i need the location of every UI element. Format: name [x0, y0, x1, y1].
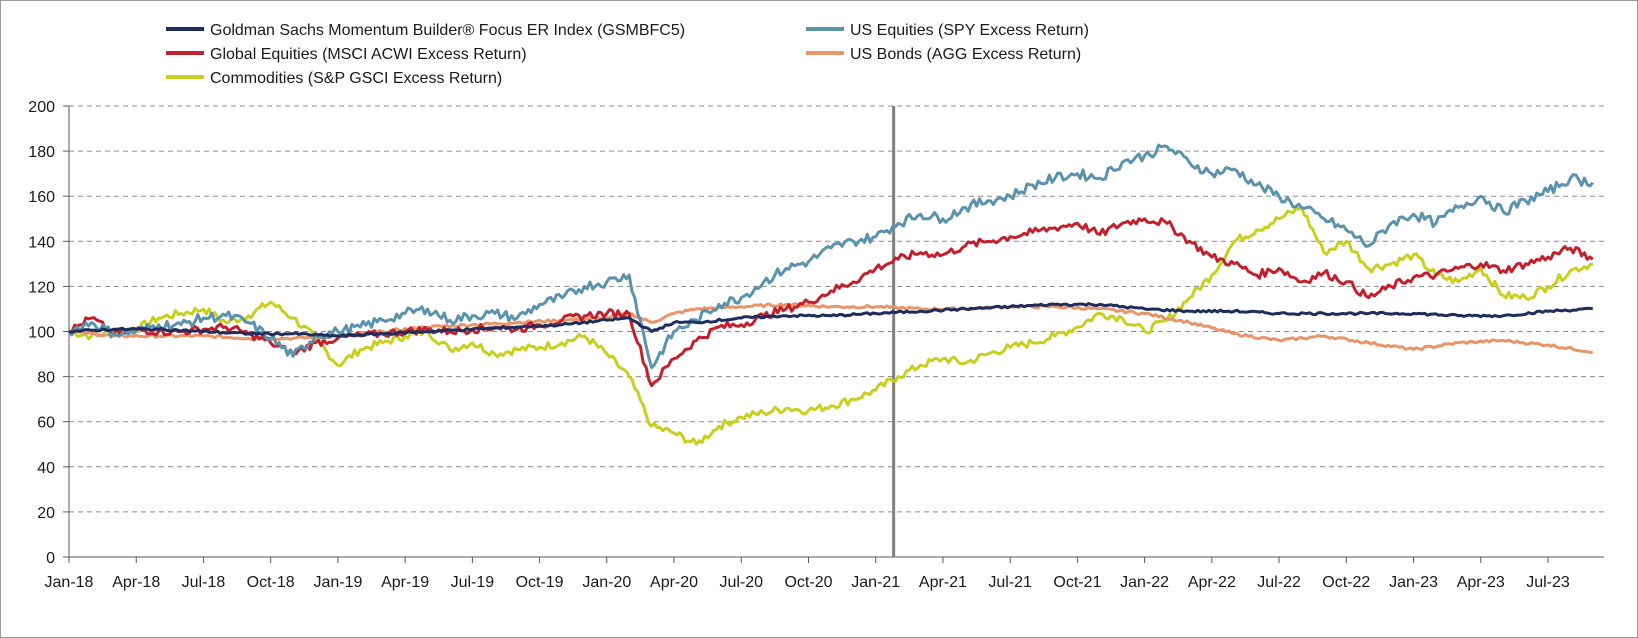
gridlines: [69, 105, 1604, 513]
legend-item-acwi: Global Equities (MSCI ACWI Excess Return…: [166, 46, 527, 63]
legend-label-gsmbfc5: Goldman Sachs Momentum Builder® Focus ER…: [210, 22, 685, 39]
y-tick-label: 20: [37, 505, 55, 522]
legend-item-agg: US Bonds (AGG Excess Return): [806, 46, 1081, 63]
x-tick-label: Oct-20: [784, 574, 832, 591]
legend-label-gsci: Commodities (S&P GSCI Excess Return): [210, 70, 502, 87]
legend: Goldman Sachs Momentum Builder® Focus ER…: [166, 22, 1089, 87]
legend-label-agg: US Bonds (AGG Excess Return): [850, 46, 1081, 63]
x-tick-label: Oct-19: [516, 574, 564, 591]
y-tick-label: 100: [28, 325, 55, 342]
y-tick-label: 60: [37, 415, 55, 432]
x-tick-label: Jan-19: [313, 574, 362, 591]
legend-label-acwi: Global Equities (MSCI ACWI Excess Return…: [210, 46, 527, 63]
x-tick-label: Jul-19: [451, 574, 495, 591]
legend-label-spy: US Equities (SPY Excess Return): [850, 22, 1089, 39]
legend-item-spy: US Equities (SPY Excess Return): [806, 22, 1089, 39]
x-tick-label: Jan-22: [1120, 574, 1169, 591]
x-tick-label: Apr-21: [919, 574, 967, 591]
series-line-agg: [68, 302, 1594, 355]
series-line-gsci: [68, 206, 1594, 446]
x-tick-label: Jul-22: [1257, 574, 1301, 591]
x-tick-label: Apr-18: [112, 574, 160, 591]
x-tick-label: Jan-23: [1389, 574, 1438, 591]
x-tick-label: Jul-18: [182, 574, 226, 591]
legend-item-gsci: Commodities (S&P GSCI Excess Return): [166, 70, 502, 87]
x-axis-ticks: Jan-18 Apr-18 Jul-18 Oct-18 Jan-19 Apr-19 Jul-…: [45, 557, 1570, 591]
y-tick-label: 40: [37, 460, 55, 477]
y-tick-label: 200: [28, 99, 55, 116]
legend-item-gsmbfc5: Goldman Sachs Momentum Builder® Focus ER…: [166, 22, 685, 39]
x-tick-label: Jan-18: [45, 574, 94, 591]
y-tick-label: 120: [28, 279, 55, 296]
x-tick-label: Oct-22: [1322, 574, 1370, 591]
x-tick-label: Oct-21: [1053, 574, 1101, 591]
x-tick-label: Jul-20: [719, 574, 763, 591]
y-tick-label: 180: [28, 144, 55, 161]
x-tick-label: Apr-19: [381, 574, 429, 591]
series-line-acwi: [68, 217, 1594, 388]
series-line-spy: [67, 143, 1594, 370]
x-tick-label: Apr-22: [1188, 574, 1236, 591]
series-line-gsmbfc5: [68, 302, 1594, 338]
y-tick-label: 80: [37, 370, 55, 387]
x-tick-label: Jul-23: [1526, 574, 1570, 591]
y-tick-label: 140: [28, 234, 55, 251]
y-axis-ticks: 0 20 40 60 80 100 120 140 160 180 200: [28, 99, 69, 567]
x-tick-label: Oct-18: [247, 574, 295, 591]
x-tick-label: Jul-21: [988, 574, 1032, 591]
y-tick-label: 0: [46, 550, 55, 567]
x-tick-label: Apr-20: [650, 574, 698, 591]
x-tick-label: Jan-21: [851, 574, 900, 591]
y-tick-label: 160: [28, 189, 55, 206]
series-lines: [67, 143, 1594, 446]
x-tick-label: Jan-20: [582, 574, 631, 591]
x-tick-label: Apr-23: [1457, 574, 1505, 591]
